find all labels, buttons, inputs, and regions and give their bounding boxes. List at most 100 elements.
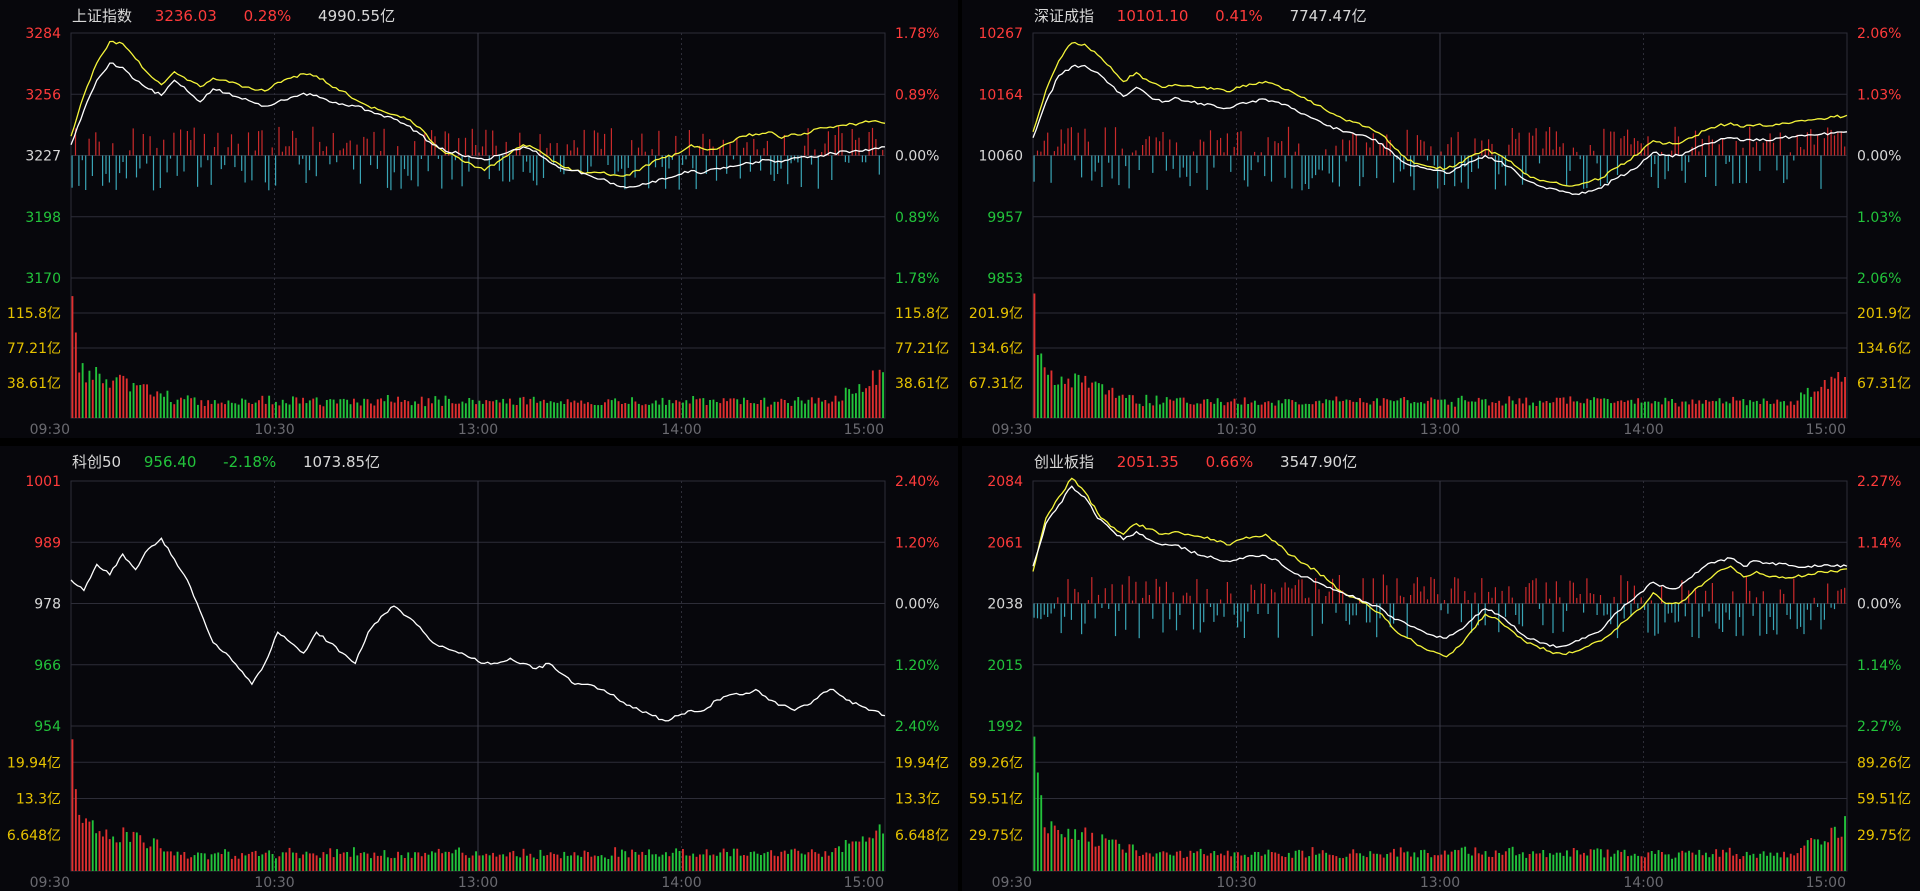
breadth-bar [1766,140,1768,156]
volume-bar [1759,404,1762,418]
breadth-bar [1766,603,1768,634]
volume-bar [1569,856,1572,871]
volume-bar [749,403,752,418]
breadth-bar [1471,603,1473,633]
volume-bar [1603,398,1606,418]
volume-bar [1196,403,1199,418]
avg-price-line [1032,477,1848,658]
volume-bar [1566,850,1568,871]
breadth-bar [1369,603,1371,623]
pct-tick-label: 1.03% [1857,210,1901,226]
time-tick-label: 14:00 [661,422,701,438]
volume-bar [403,858,406,871]
volume-bar [1813,839,1816,871]
volume-bar [858,841,861,871]
breadth-bar [1813,597,1815,604]
breadth-bar [1389,140,1391,156]
price-tick-label: 1001 [25,474,61,490]
breadth-bar [1759,603,1761,636]
volume-bar [1277,853,1280,871]
chart-svg-star50: 10019899789669542.40%1.20%0.00%1.20%2.40… [7,474,949,891]
breadth-bar [1189,595,1191,604]
breadth-bar [709,139,711,156]
volume-bar [729,398,732,418]
volume-bar [329,399,332,418]
volume-bar [1352,849,1355,871]
volume-bar [1667,401,1670,418]
volume-bar [1823,841,1826,871]
time-tick-label: 14:00 [1623,422,1663,438]
volume-bar [278,856,281,871]
breadth-bar [237,143,239,156]
breadth-bar [1169,603,1171,620]
volume-bar [793,848,796,871]
turnover-amount: 7747.47亿 [1289,7,1367,25]
price-tick-label: 2015 [987,658,1023,674]
breadth-bar [278,126,280,156]
breadth-bar [1125,155,1127,167]
breadth-bar [1355,603,1357,616]
breadth-bar [1064,143,1066,156]
volume-bar [546,855,549,871]
volume-bar [176,399,179,418]
breadth-bar [1369,147,1371,156]
breadth-bar [74,128,77,156]
volume-bar [844,840,847,871]
time-tick-label: 10:30 [1216,875,1256,891]
breadth-bar [285,146,287,156]
breadth-bar [1284,582,1286,604]
volume-bar [169,402,172,418]
volume-bar [180,854,182,871]
volume-bar [1786,405,1789,418]
volume-bar [1467,401,1470,418]
index-name[interactable]: 创业板指 [1034,453,1095,471]
volume-bar [1148,853,1151,871]
volume-bar [1237,403,1239,418]
breadth-bar [1277,603,1279,638]
breadth-bar [492,130,494,156]
breadth-bar [661,155,663,167]
breadth-bar [559,155,562,172]
breadth-bar [1603,603,1605,616]
breadth-bar [1121,148,1123,156]
volume-bar [88,821,91,871]
volume-bar [756,404,759,418]
breadth-bar [1684,603,1686,617]
volume-bar [709,855,711,871]
index-name[interactable]: 深证成指 [1034,7,1095,25]
volume-bar [1576,401,1579,418]
breadth-bar [427,155,429,172]
breadth-bar [878,155,880,175]
breadth-bar [1091,155,1093,181]
volume-bar [1817,391,1819,418]
breadth-bar [308,155,311,171]
breadth-bar [509,155,511,182]
volume-bar [654,854,657,871]
breadth-bar [1474,592,1476,604]
change-pct: 0.28% [243,7,292,25]
volume-bar [1684,401,1687,418]
breadth-bar [777,155,779,174]
volume-bar [1701,403,1704,418]
volume-bar [587,402,589,418]
change-pct: 0.41% [1215,7,1263,25]
volume-bar [841,400,844,418]
breadth-bar [1091,577,1093,604]
index-name[interactable]: 上证指数 [72,7,133,25]
time-tick-label: 10:30 [1216,422,1256,438]
breadth-bar [542,155,545,178]
breadth-bar [1220,599,1222,604]
breadth-bar [1108,155,1110,163]
volume-bar [597,405,600,418]
breadth-bar [190,140,192,156]
index-name[interactable]: 科创50 [72,453,122,471]
volume-bar [468,857,471,871]
volume-bar [336,403,338,418]
volume-bar [1532,402,1534,418]
breadth-bar [1671,150,1673,156]
breadth-bar [200,155,202,168]
volume-bar [1057,830,1060,871]
breadth-bar [1060,603,1062,634]
price-tick-label: 2038 [987,597,1023,613]
volume-bar [1579,854,1582,871]
